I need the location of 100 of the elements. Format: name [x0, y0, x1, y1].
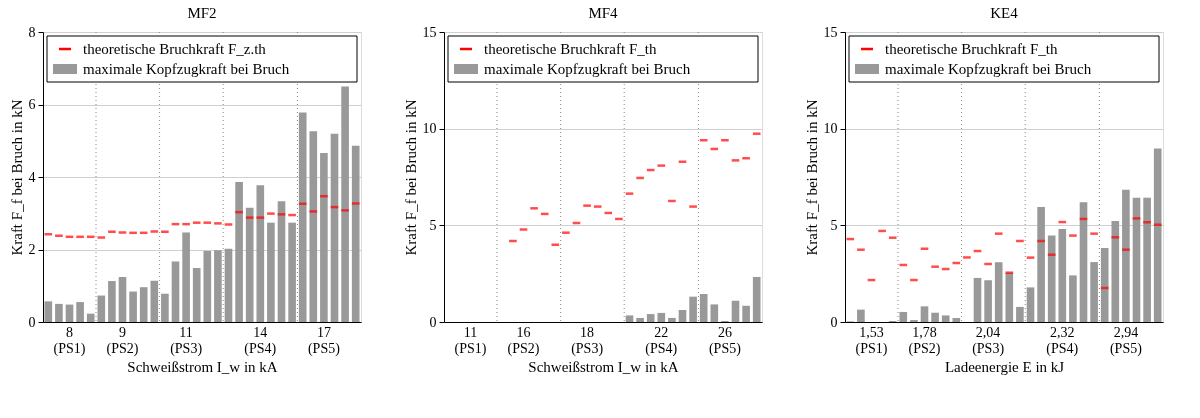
bar [298, 112, 307, 322]
bar [108, 281, 116, 322]
bar [625, 315, 634, 322]
bar [689, 296, 697, 322]
bar [752, 276, 761, 322]
bar [161, 293, 169, 322]
x-axis-title: Schweißstrom I_w in kA [528, 358, 679, 375]
bar [1026, 287, 1035, 322]
bar [129, 291, 137, 322]
bar [182, 232, 190, 322]
bar [224, 248, 233, 322]
bar [277, 201, 286, 322]
bar [192, 267, 201, 322]
bar [118, 277, 127, 322]
x-tick-label: 2,94 (PS5) [1109, 324, 1143, 357]
bar [288, 222, 296, 322]
x-tick-label: 2,32 (PS4) [1046, 324, 1079, 357]
bar [245, 207, 254, 322]
x-tick-label: 9 (PS2) [106, 324, 139, 357]
bar [899, 311, 908, 322]
y-tick-label: 6 [28, 97, 36, 112]
y-tick-label: 5 [429, 217, 437, 233]
y-axis-title: Kraft F_f bei Bruch in kN [8, 99, 25, 256]
bar [55, 303, 63, 322]
bar [710, 304, 719, 322]
x-tick-label: 11 (PS3) [170, 324, 203, 357]
y-axis-title: Kraft F_f bei Bruch in kN [402, 99, 419, 256]
y-tick-label: 10 [823, 121, 838, 137]
bar [171, 261, 180, 322]
bar [678, 310, 687, 322]
bar [636, 317, 644, 322]
y-tick-label: 10 [422, 121, 437, 137]
bar [214, 250, 222, 322]
chart-title: KE4 [990, 5, 1019, 21]
bar [646, 314, 655, 322]
y-axis-title: Kraft F_f bei Bruch in kN [803, 99, 820, 256]
x-tick-label: 14 (PS4) [244, 324, 277, 357]
bar [1090, 262, 1098, 322]
x-axis-title: Ladeenergie E in kJ [944, 358, 1065, 375]
bar [150, 280, 159, 322]
bar [1100, 247, 1109, 322]
bar [235, 182, 243, 322]
bar [309, 131, 318, 322]
bar [1037, 206, 1045, 322]
bar [1122, 189, 1130, 322]
legend-label: theoretische Bruchkraft F_th [885, 41, 1058, 57]
bar [931, 312, 939, 322]
y-tick-label: 5 [830, 217, 838, 233]
legend-label: theoretische Bruchkraft F_z.th [83, 41, 267, 57]
bar [984, 280, 992, 322]
bar [1016, 306, 1024, 322]
bar [86, 313, 95, 322]
x-tick-label: 2,04 (PS3) [972, 324, 1005, 357]
bar [1111, 221, 1120, 322]
bar [351, 145, 360, 322]
bar [203, 250, 212, 322]
y-tick-label: 0 [429, 314, 437, 330]
bar [139, 287, 148, 322]
chart-title: MF2 [187, 5, 217, 21]
y-tick-label: 0 [28, 314, 36, 330]
legend-label: theoretische Bruchkraft F_th [484, 41, 657, 57]
x-tick-label: 17 (PS5) [307, 324, 341, 357]
legend-label: maximale Kopfzugkraft bei Bruch [885, 61, 1092, 77]
x-tick-label: 1,53 (PS1) [855, 324, 888, 357]
y-tick-label: 15 [422, 24, 437, 40]
bar [668, 317, 676, 322]
y-tick-label: 15 [823, 24, 838, 40]
bar [76, 302, 84, 322]
bar [920, 306, 929, 322]
bar [1069, 275, 1077, 322]
bar [1153, 148, 1162, 322]
x-tick-label: 1,78 (PS2) [908, 324, 941, 357]
bar [857, 309, 865, 322]
y-tick-label: 0 [830, 314, 838, 330]
x-tick-label: 18 (PS3) [571, 324, 604, 357]
bar [330, 133, 339, 322]
bar [97, 295, 106, 322]
bar [1132, 197, 1141, 322]
bar [973, 277, 982, 322]
bar [657, 312, 666, 322]
x-tick-label: 11 (PS1) [454, 324, 487, 357]
bar [341, 86, 349, 322]
x-tick-label: 26 (PS5) [708, 324, 742, 357]
x-tick-label: 16 (PS2) [507, 324, 540, 357]
y-tick-label: 8 [28, 24, 36, 40]
x-axis-title: Schweißstrom I_w in kA [127, 358, 278, 375]
bar [699, 293, 708, 322]
bar [1005, 272, 1014, 322]
bar [952, 317, 961, 322]
bar [731, 300, 740, 322]
chart-title: MF4 [588, 5, 619, 21]
legend-label: maximale Kopfzugkraft bei Bruch [83, 61, 290, 77]
bar [994, 262, 1003, 322]
bar [1143, 197, 1151, 322]
bar [44, 301, 53, 322]
x-tick-label: 22 (PS4) [645, 324, 678, 357]
y-tick-label: 4 [28, 169, 36, 185]
bar [256, 185, 265, 322]
bar [1058, 229, 1067, 322]
x-tick-label: 8 (PS1) [53, 324, 86, 357]
